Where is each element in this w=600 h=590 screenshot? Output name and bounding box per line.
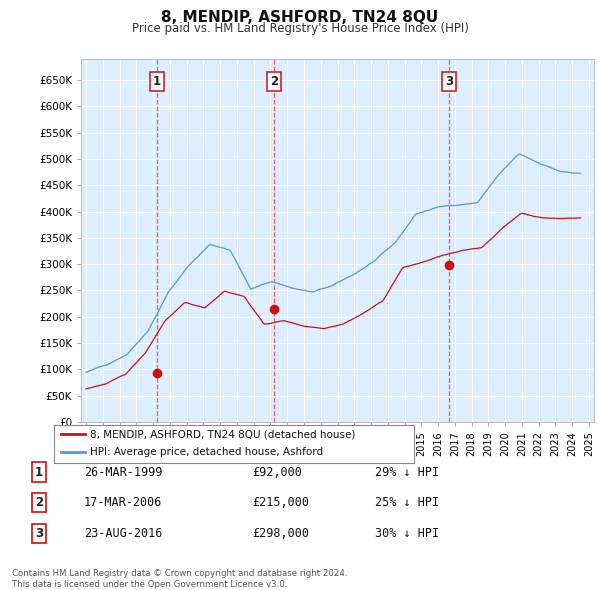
Text: 1: 1	[153, 76, 161, 88]
Text: Contains HM Land Registry data © Crown copyright and database right 2024.
This d: Contains HM Land Registry data © Crown c…	[12, 569, 347, 589]
Text: 3: 3	[35, 527, 43, 540]
Text: 25% ↓ HPI: 25% ↓ HPI	[375, 496, 439, 509]
Text: 3: 3	[445, 76, 453, 88]
Text: 2: 2	[35, 496, 43, 509]
Text: 17-MAR-2006: 17-MAR-2006	[84, 496, 163, 509]
Text: £92,000: £92,000	[252, 466, 302, 478]
Text: HPI: Average price, detached house, Ashford: HPI: Average price, detached house, Ashf…	[90, 447, 323, 457]
Text: 1: 1	[35, 466, 43, 478]
Text: 30% ↓ HPI: 30% ↓ HPI	[375, 527, 439, 540]
Text: Price paid vs. HM Land Registry's House Price Index (HPI): Price paid vs. HM Land Registry's House …	[131, 22, 469, 35]
Text: 8, MENDIP, ASHFORD, TN24 8QU: 8, MENDIP, ASHFORD, TN24 8QU	[161, 10, 439, 25]
Text: £215,000: £215,000	[252, 496, 309, 509]
Text: £298,000: £298,000	[252, 527, 309, 540]
Text: 26-MAR-1999: 26-MAR-1999	[84, 466, 163, 478]
Text: 8, MENDIP, ASHFORD, TN24 8QU (detached house): 8, MENDIP, ASHFORD, TN24 8QU (detached h…	[90, 430, 355, 440]
Text: 29% ↓ HPI: 29% ↓ HPI	[375, 466, 439, 478]
Text: 2: 2	[270, 76, 278, 88]
Text: 23-AUG-2016: 23-AUG-2016	[84, 527, 163, 540]
